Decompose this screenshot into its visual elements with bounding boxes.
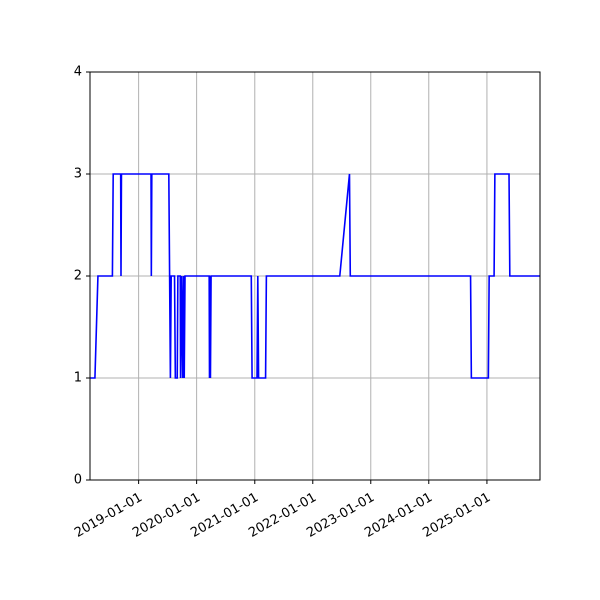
y-tick-label: 0 bbox=[74, 473, 82, 488]
y-tick-label: 1 bbox=[74, 371, 82, 386]
y-tick-label: 4 bbox=[74, 65, 82, 80]
y-tick-label: 3 bbox=[74, 167, 82, 182]
series-layer bbox=[90, 173, 540, 379]
series-line bbox=[90, 173, 540, 379]
y-axis: 0 1 2 3 4 bbox=[74, 65, 90, 488]
y-tick-label: 2 bbox=[74, 269, 82, 284]
